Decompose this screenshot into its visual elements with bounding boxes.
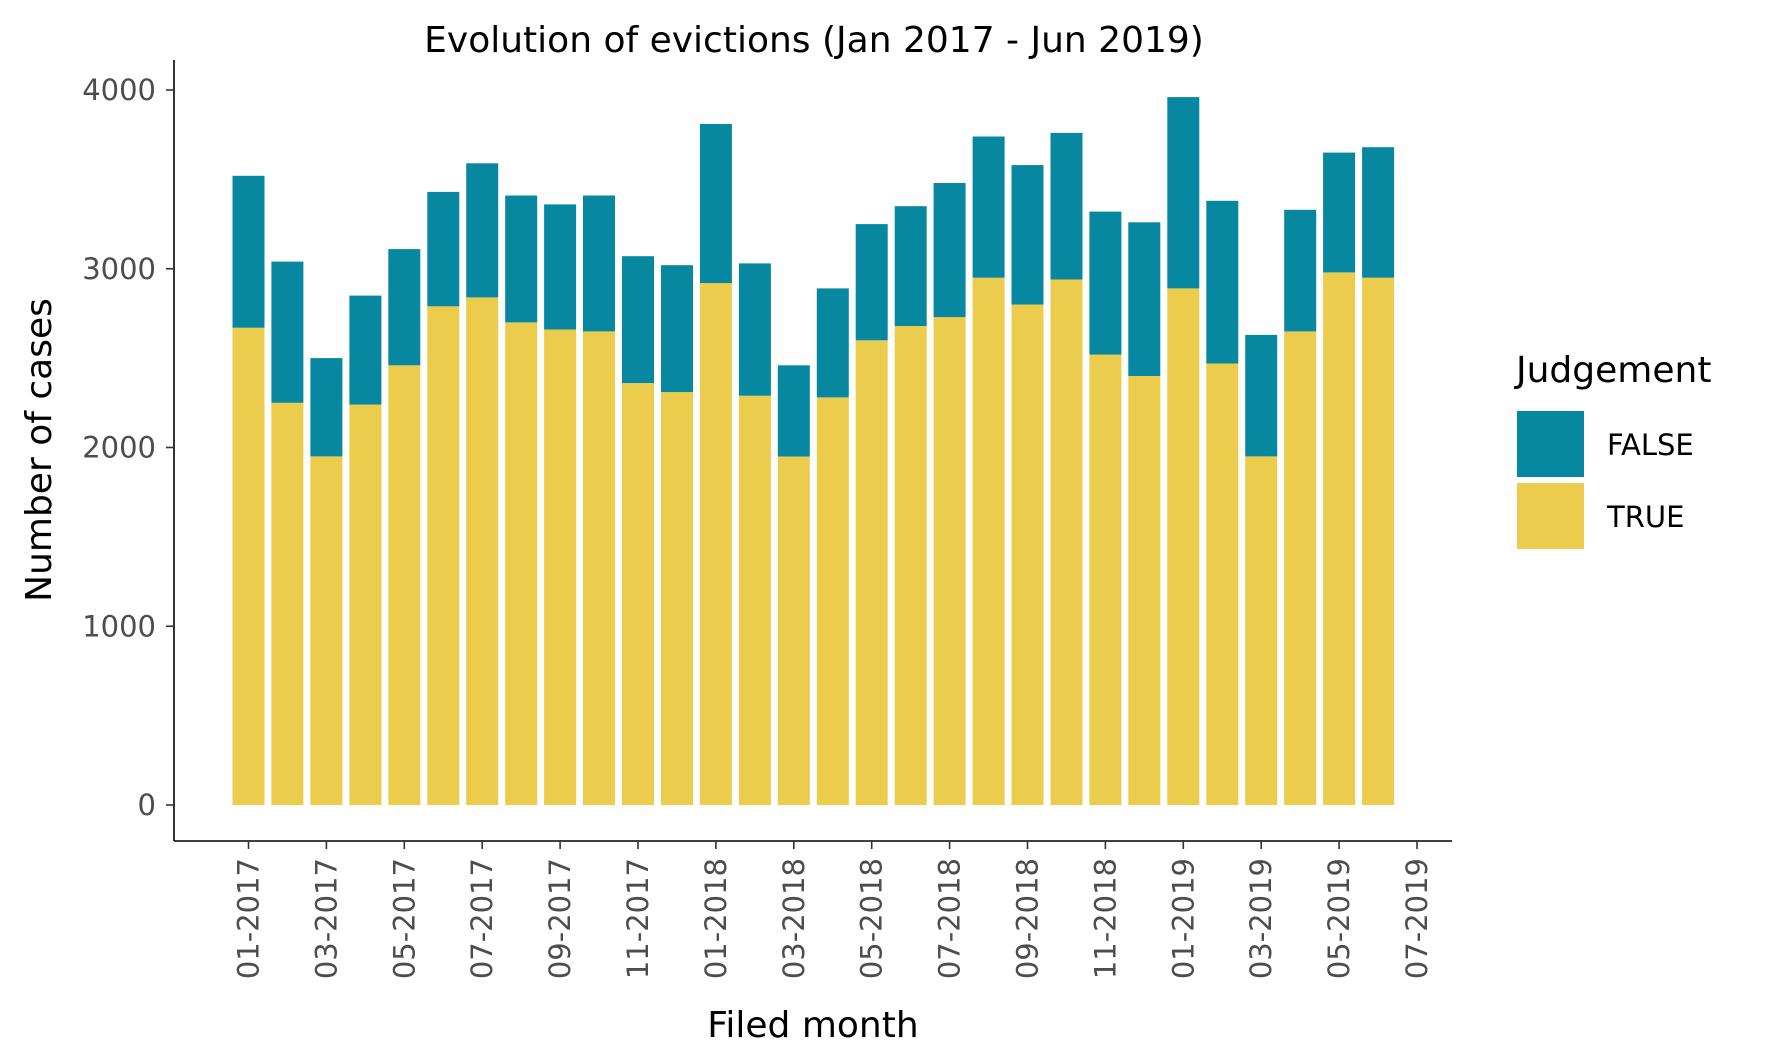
- bar-true-11-2018: [1089, 354, 1122, 805]
- legend-swatch-true: [1517, 483, 1584, 549]
- legend: Judgement FALSE TRUE: [1514, 350, 1711, 549]
- bar-false-03-2019: [1245, 334, 1278, 457]
- bar-false-12-2018: [1128, 222, 1161, 376]
- x-tick-label: 03-2019: [1244, 858, 1278, 979]
- bar-false-02-2018: [738, 263, 771, 396]
- y-axis-title: Number of cases: [19, 298, 60, 602]
- bar-false-06-2017: [427, 191, 460, 307]
- legend-label-true: TRUE: [1606, 500, 1684, 534]
- x-tick-label: 07-2017: [465, 858, 499, 979]
- y-tick-label: 1000: [82, 609, 156, 643]
- bar-true-07-2017: [466, 297, 499, 805]
- bar-false-09-2017: [544, 204, 577, 330]
- y-tick-label: 2000: [82, 431, 156, 465]
- bar-false-11-2018: [1089, 211, 1122, 355]
- x-tick-label: 09-2018: [1011, 858, 1045, 979]
- bar-false-05-2018: [855, 224, 888, 341]
- bar-true-10-2017: [583, 331, 615, 805]
- bar-true-05-2019: [1323, 272, 1356, 805]
- bar-true-10-2018: [1050, 279, 1083, 805]
- bar-true-01-2017: [232, 327, 265, 805]
- bar-true-12-2018: [1128, 376, 1161, 805]
- bar-true-03-2018: [777, 456, 810, 805]
- x-tick-label: 01-2019: [1166, 858, 1200, 979]
- x-tick-label: 11-2017: [621, 858, 655, 979]
- x-tick-label: 01-2018: [699, 858, 733, 979]
- bar-true-08-2017: [505, 322, 538, 805]
- y-tick-label: 0: [138, 788, 156, 822]
- legend-swatch-false: [1517, 411, 1584, 477]
- x-tick-label: 11-2018: [1088, 858, 1122, 979]
- bar-true-06-2017: [427, 306, 460, 805]
- bar-false-10-2017: [583, 195, 615, 332]
- bar-true-01-2019: [1167, 288, 1200, 805]
- bar-false-01-2017: [232, 175, 265, 328]
- bar-false-04-2018: [816, 288, 849, 398]
- bar-false-08-2018: [972, 136, 1005, 278]
- x-axis-title: Filed month: [707, 1005, 918, 1046]
- x-axis: 01-2017 03-2017 05-2017 07-2017 09-2017 11-20…: [174, 840, 1452, 979]
- bar-false-04-2017: [349, 295, 382, 405]
- bar-false-05-2017: [388, 249, 421, 366]
- x-tick-label: 01-2017: [232, 858, 266, 979]
- bar-true-06-2019: [1362, 277, 1395, 805]
- bar-false-06-2019: [1362, 147, 1395, 278]
- bar-false-03-2017: [310, 358, 343, 457]
- x-tick-label: 03-2017: [309, 858, 343, 979]
- bar-true-11-2017: [622, 383, 654, 805]
- bar-false-01-2019: [1167, 97, 1200, 289]
- chart-title: Evolution of evictions (Jan 2017 - Jun 2…: [424, 20, 1204, 61]
- bar-true-04-2019: [1284, 331, 1317, 805]
- bar-true-08-2018: [972, 277, 1005, 805]
- bar-false-11-2017: [622, 256, 654, 384]
- bar-true-12-2017: [661, 392, 693, 805]
- bar-true-02-2017: [271, 402, 304, 805]
- bar-false-01-2018: [699, 124, 732, 284]
- bar-false-03-2018: [777, 365, 810, 457]
- bar-false-08-2017: [505, 195, 538, 323]
- bar-true-05-2017: [388, 365, 421, 805]
- bar-false-05-2019: [1323, 152, 1356, 273]
- x-tick-label: 05-2019: [1322, 858, 1356, 979]
- bar-false-04-2019: [1284, 209, 1317, 332]
- bar-false-02-2019: [1206, 200, 1239, 364]
- bar-false-07-2018: [933, 183, 966, 318]
- legend-label-false: FALSE: [1607, 428, 1694, 462]
- bar-true-02-2019: [1206, 363, 1239, 805]
- bar-false-07-2017: [466, 163, 499, 298]
- bar-true-09-2018: [1011, 304, 1044, 805]
- x-tick-label: 03-2018: [777, 858, 811, 979]
- bar-false-12-2017: [661, 265, 693, 393]
- y-tick-label: 4000: [82, 73, 156, 107]
- bars-layer: [232, 97, 1395, 806]
- bar-false-02-2017: [271, 261, 304, 403]
- bar-true-09-2017: [544, 329, 577, 805]
- legend-title: Judgement: [1514, 350, 1711, 391]
- bar-true-01-2018: [699, 283, 732, 806]
- x-tick-label: 09-2017: [543, 858, 577, 979]
- bar-false-09-2018: [1011, 165, 1044, 305]
- bar-true-02-2018: [738, 395, 771, 805]
- y-tick-label: 3000: [82, 252, 156, 286]
- bar-true-07-2018: [933, 317, 966, 805]
- bar-true-04-2018: [816, 397, 849, 805]
- bar-true-03-2017: [310, 456, 343, 805]
- x-tick-label: 07-2019: [1400, 858, 1434, 979]
- bar-false-06-2018: [894, 206, 927, 326]
- x-tick-label: 07-2018: [933, 858, 967, 979]
- y-axis: 0 1000 2000 3000 4000: [82, 60, 175, 841]
- bar-true-05-2018: [855, 340, 888, 806]
- bar-true-03-2019: [1245, 456, 1278, 805]
- bar-false-10-2018: [1050, 132, 1083, 280]
- x-tick-label: 05-2017: [387, 858, 421, 979]
- bar-true-04-2017: [349, 404, 382, 805]
- bar-true-06-2018: [894, 325, 927, 805]
- x-tick-label: 05-2018: [855, 858, 889, 979]
